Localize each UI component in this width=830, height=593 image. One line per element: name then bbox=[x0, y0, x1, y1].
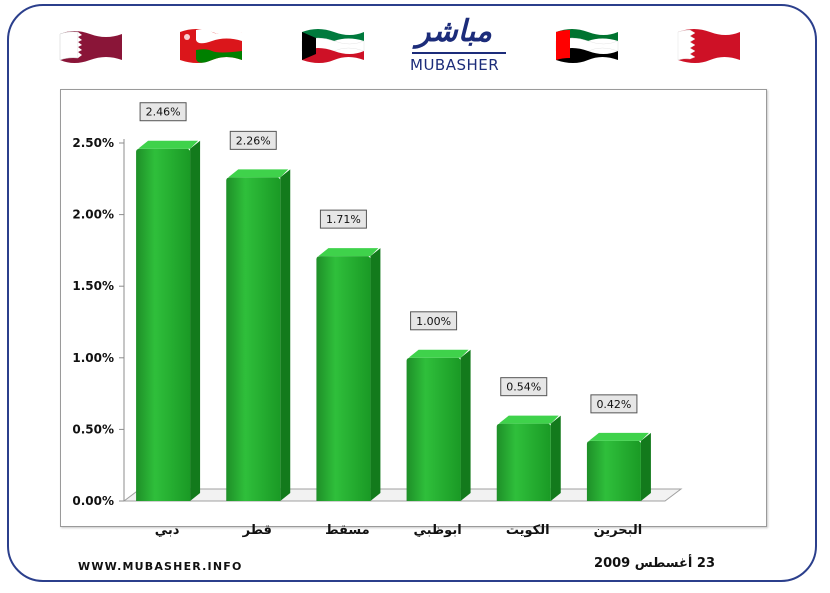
chart-bars bbox=[136, 140, 651, 502]
bar-front bbox=[316, 256, 371, 501]
bar-front bbox=[496, 423, 551, 501]
bar bbox=[586, 432, 651, 501]
bar-front bbox=[226, 177, 281, 502]
chart-labels: 2.46% دبي 2.26% قطر 1.71% مسقط 1.00% ابوظبي 0.54… bbox=[139, 102, 643, 538]
logo-divider bbox=[412, 52, 506, 54]
data-label-box bbox=[410, 311, 458, 331]
data-label-text: 1.00% bbox=[416, 315, 451, 328]
uae-flag-icon bbox=[555, 29, 619, 63]
data-label-box bbox=[139, 102, 187, 122]
x-tick-label: مسقط bbox=[325, 523, 370, 538]
bar-front bbox=[406, 357, 461, 501]
bar-top bbox=[498, 415, 559, 424]
bar-top bbox=[318, 248, 379, 257]
x-tick-label: دبي bbox=[155, 523, 180, 538]
x-tick-label: الكويت bbox=[506, 523, 550, 538]
bar bbox=[316, 248, 381, 501]
bar-side bbox=[460, 349, 471, 501]
data-label: 0.42% bbox=[590, 394, 638, 414]
logo-latin-text: MUBASHER bbox=[410, 56, 500, 74]
bar-top bbox=[138, 140, 199, 149]
date-footer: 23 أغسطس 2009 bbox=[594, 556, 715, 571]
bar-top bbox=[588, 432, 649, 441]
bar bbox=[496, 415, 561, 501]
bar-side bbox=[550, 415, 561, 501]
bar-top bbox=[408, 349, 469, 358]
data-label: 1.71% bbox=[319, 209, 367, 229]
mubasher-logo: مباشر MUBASHER bbox=[402, 14, 512, 78]
data-label-text: 1.71% bbox=[326, 213, 361, 226]
kuwait-flag-icon bbox=[301, 29, 365, 63]
y-tick-label: 0.50% bbox=[72, 422, 114, 436]
data-label-box bbox=[590, 394, 638, 414]
bar-top bbox=[228, 169, 289, 178]
data-label-text: 0.54% bbox=[506, 381, 541, 394]
logo-arabic-text: مباشر bbox=[416, 14, 492, 49]
data-label-box bbox=[229, 130, 277, 150]
qatar-flag-icon bbox=[59, 31, 122, 63]
bar-side bbox=[190, 140, 201, 501]
data-label: 0.54% bbox=[500, 377, 548, 397]
bar bbox=[226, 169, 291, 502]
bahrain-flag-icon bbox=[677, 29, 740, 63]
x-tick-label: ابوظبي bbox=[413, 523, 461, 538]
data-label-text: 2.46% bbox=[146, 106, 181, 119]
data-label: 2.46% bbox=[139, 102, 187, 122]
x-tick-label: قطر bbox=[242, 523, 272, 538]
bar bbox=[406, 349, 471, 501]
bar-front bbox=[586, 440, 641, 501]
bar-side bbox=[370, 248, 381, 501]
y-tick-label: 2.50% bbox=[72, 136, 114, 150]
bar-side bbox=[280, 169, 291, 502]
bar-front bbox=[136, 148, 191, 501]
data-label-box bbox=[319, 209, 367, 229]
data-label-box bbox=[500, 377, 548, 397]
x-tick-label: البحرين bbox=[594, 523, 643, 538]
y-tick-label: 1.50% bbox=[72, 279, 114, 293]
oman-flag-icon bbox=[180, 29, 242, 63]
y-tick-label: 2.00% bbox=[72, 208, 114, 222]
y-tick-label: 0.00% bbox=[72, 494, 114, 508]
data-label-text: 0.42% bbox=[596, 398, 631, 411]
data-label: 2.26% bbox=[229, 130, 277, 150]
bar-side bbox=[640, 432, 651, 501]
y-tick-label: 1.00% bbox=[72, 351, 114, 365]
bar bbox=[136, 140, 201, 501]
website-footer[interactable]: WWW.MUBASHER.INFO bbox=[78, 560, 243, 573]
data-label-text: 2.26% bbox=[236, 134, 271, 147]
data-label: 1.00% bbox=[410, 311, 458, 331]
